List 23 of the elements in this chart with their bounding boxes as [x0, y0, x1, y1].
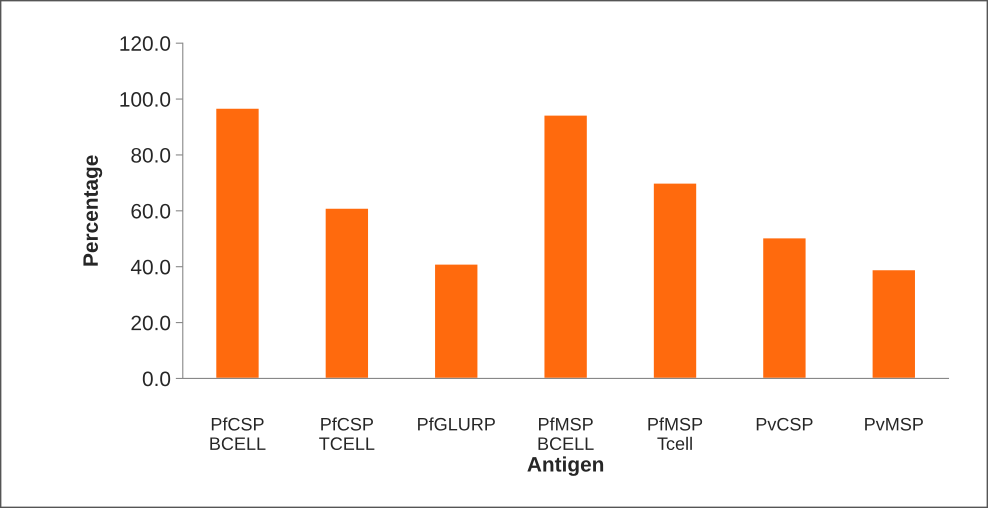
bar	[543, 114, 588, 378]
bar	[871, 268, 916, 378]
bar	[434, 263, 479, 378]
y-tick-label: 120.0	[120, 36, 170, 51]
bar	[324, 207, 370, 378]
y-tick-label: 0.0	[142, 371, 170, 386]
x-axis-title: Antigen	[527, 456, 604, 476]
bar	[214, 107, 260, 378]
bar	[652, 182, 698, 378]
x-tick-label: PfCSP TCELL	[319, 417, 374, 450]
bar	[762, 236, 807, 378]
x-tick-label: PfCSP BCELL	[210, 417, 266, 450]
x-tick-label: PfMSP BCELL	[538, 417, 594, 450]
y-tick-label: 60.0	[131, 204, 170, 219]
x-tick-label: PvMSP	[865, 418, 923, 431]
y-tick-label: 40.0	[130, 260, 170, 274]
y-tick-label: 20.0	[131, 316, 170, 330]
x-tick-label: PvCSP	[756, 418, 813, 431]
x-tick-label: PfGLURP	[418, 417, 495, 431]
y-tick-label: 100.0	[120, 92, 170, 107]
x-tick-label: PfMSP Tcell	[648, 417, 702, 450]
y-axis-title: Percentage	[83, 155, 102, 266]
y-tick-label: 80.0	[131, 148, 170, 163]
